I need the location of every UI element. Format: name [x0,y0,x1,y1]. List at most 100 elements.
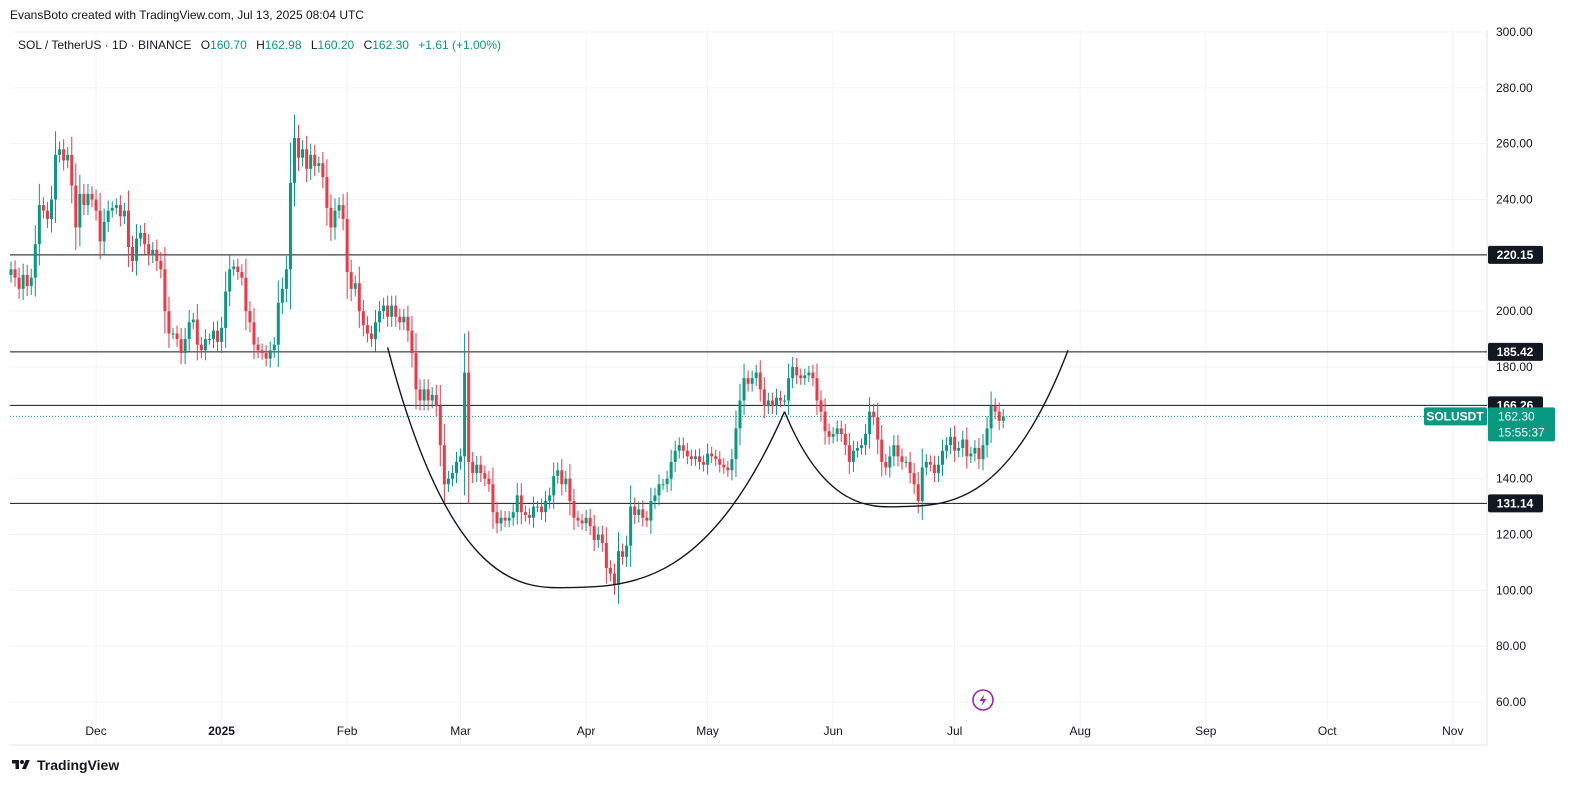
candle-body [276,302,280,345]
x-tick-label: Mar [450,724,471,738]
level-badge-label: 185.42 [1497,345,1534,359]
candle-body [507,517,511,521]
x-tick-label: Jul [947,724,962,738]
y-tick-label: 100.00 [1496,583,1533,597]
candle-body [459,456,463,462]
candle-body [422,389,426,401]
candle-body [916,484,920,501]
candle-body [21,274,25,289]
cup-handle-arcs[interactable] [386,347,1069,589]
candle-body [252,322,256,345]
candle-body [309,154,313,169]
level-badge [1488,342,1543,361]
candle-body [503,517,507,521]
horizontal-levels[interactable] [10,254,1487,504]
symbol-badge [1424,407,1487,426]
candle-body [483,473,487,479]
candle-body [750,378,754,384]
y-tick-label: 240.00 [1496,193,1533,207]
candle-body [321,163,325,178]
candle-body [953,436,957,451]
candle-body [341,205,345,220]
candle-body [305,149,309,169]
candle-body [612,573,616,585]
candle-body [58,149,62,155]
cup-arc[interactable] [386,347,786,589]
candle-body [888,456,892,468]
candle-body [868,411,872,434]
candle-body [418,389,422,401]
symbol-badge-label: SOLUSDT [1426,409,1484,423]
candle-body [70,154,74,186]
candle-body [908,461,912,474]
candle-body [710,453,714,457]
candle-body [446,478,450,485]
open-value: 160.70 [210,38,247,52]
candle-body [689,456,693,460]
candle-body [766,400,770,407]
candle-body [669,461,673,479]
candle-body [390,305,394,317]
candle-body [220,327,224,342]
candles [9,114,1005,604]
candle-body [653,495,657,501]
candle-body [50,199,53,220]
candle-body [803,375,807,379]
candle-body [746,378,750,384]
candle-body [272,344,276,351]
high-label: H [256,38,265,52]
x-tick-label: Jun [823,724,842,738]
candle-body [815,378,819,401]
candle-body [450,473,454,479]
candle-body [977,447,981,460]
candle-body [795,367,799,376]
footer-brand[interactable]: TradingView [10,757,119,773]
candle-body [90,193,94,200]
candle-body [29,277,33,287]
level-badge-label: 131.14 [1497,496,1534,510]
candle-body [839,428,843,434]
flash-icon[interactable] [972,689,994,711]
candle-body [479,464,483,474]
candle-body [855,447,859,451]
cup-arc[interactable] [783,349,1069,508]
candle-body [957,447,961,451]
candle-body [256,344,260,351]
candle-body [924,461,928,468]
candle-body [163,269,167,312]
candle-body [831,434,835,437]
candle-body [722,464,726,468]
candle-body [301,149,305,158]
candle-body [378,311,382,323]
candle-body [155,249,159,261]
candle-body [965,439,969,457]
y-tick-label: 80.00 [1496,639,1526,653]
candle-body [491,484,495,513]
candle-body [135,238,139,261]
candle-body [872,411,876,418]
candle-body [681,445,685,451]
candle-body [228,269,232,292]
candle-body [147,244,151,256]
time-axis[interactable]: Dec 2025 Feb Mar Apr May Jun Jul Aug Sep Oct Nov [85,724,1463,738]
candle-body [811,372,815,379]
candle-body [357,283,361,312]
candle-body [414,353,418,390]
candle-body [487,478,491,485]
candle-body [564,478,568,485]
price-axis[interactable]: 300.00280.00260.00240.00220.00200.00180.… [1496,25,1533,709]
candle-body [118,205,122,217]
symbol-title[interactable]: SOL / TetherUS · 1D · BINANCE [18,38,192,52]
x-tick-label: 2025 [208,724,235,738]
candle-body [523,512,527,515]
candle-body [981,445,985,460]
candle-body [199,344,203,351]
candle-body [353,283,357,289]
candle-body [232,266,236,270]
candle-body [499,517,503,524]
candle-body [702,461,706,465]
candle-body [179,339,183,354]
x-tick-label: Aug [1070,724,1091,738]
